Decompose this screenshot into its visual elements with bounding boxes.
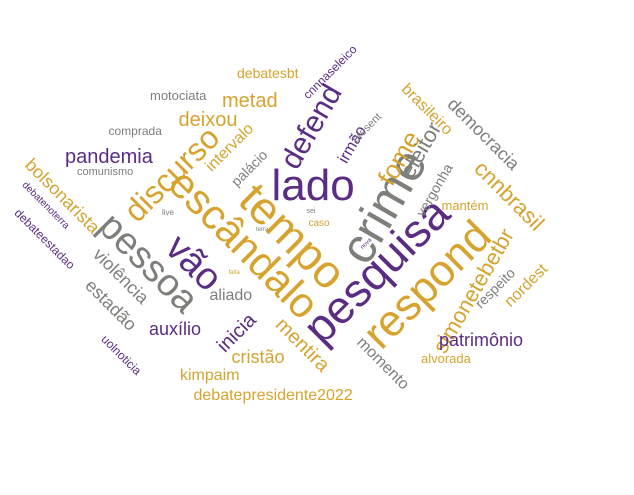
word-live: live [162,208,175,217]
word-kimpaim: kimpaim [180,367,240,384]
word-motociata: motociata [150,87,207,103]
word-auxilio: auxílio [149,319,202,339]
word-debatesbt: debatesbt [237,65,299,81]
word-mantem: mantém [441,197,489,213]
word-alvorada: alvorada [421,350,471,366]
word-terra: terra [256,227,269,233]
word-metad: metad [222,90,278,112]
word-aliado: aliado [209,287,253,304]
word-cristao: cristão [231,347,285,367]
word-sei: sei [306,207,316,215]
word-caso: caso [308,218,330,229]
word-falta: falta [228,270,240,276]
word-uolnoticia: uolnoticia [97,332,144,378]
word-debatepresidente2022: debatepresidente2022 [193,387,353,404]
word-patrimonio: patrimônio [439,330,524,350]
word-lado: lado [271,161,355,210]
word-deixou: deixou [178,109,238,131]
word-pandemia: pandemia [65,146,153,168]
word-comprada: comprada [108,124,162,138]
word-comunismo: comunismo [77,165,134,178]
word-debateestadao: debateestadao [11,205,78,273]
